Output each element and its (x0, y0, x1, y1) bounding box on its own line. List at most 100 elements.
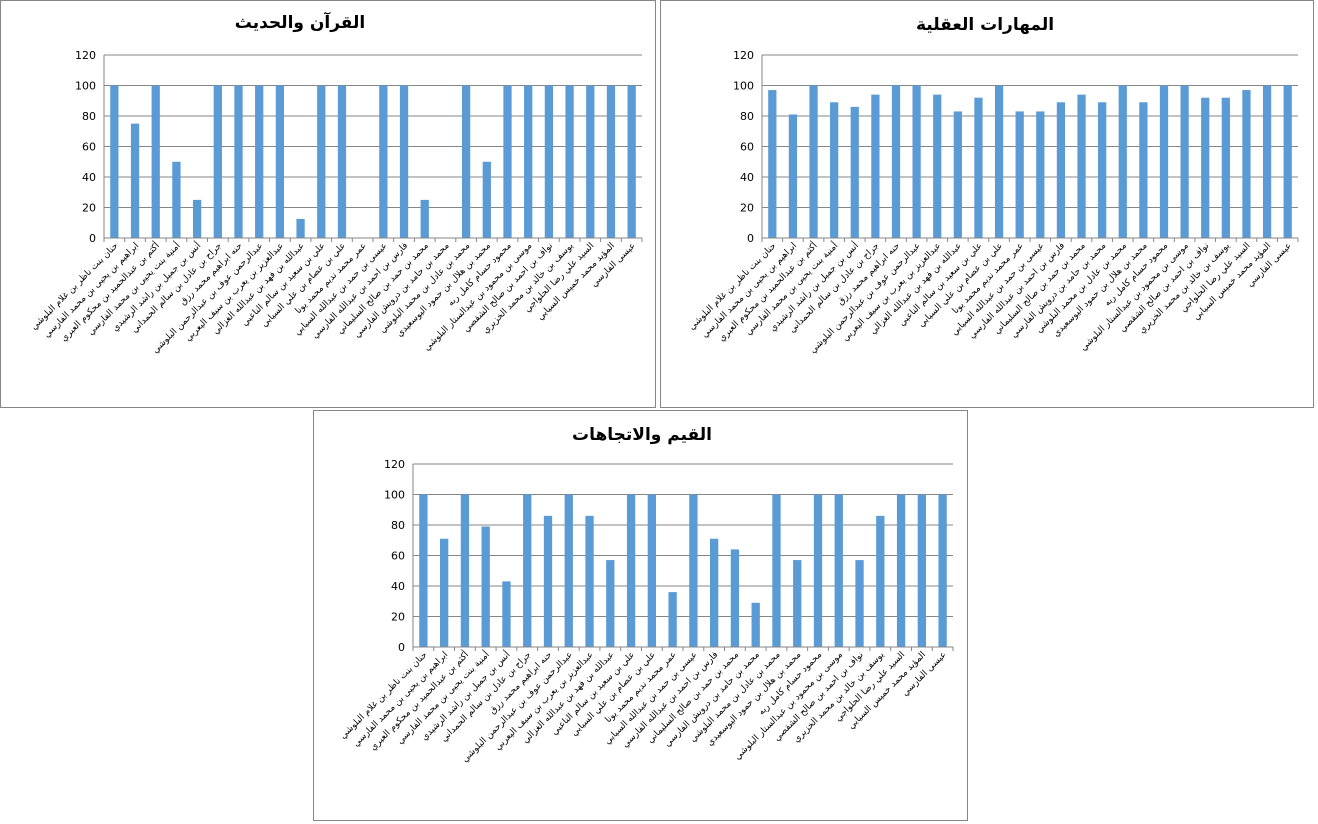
bar (830, 102, 839, 239)
y-tick-label: 0 (398, 641, 405, 654)
y-tick-label: 40 (740, 171, 754, 184)
y-tick-label: 100 (384, 489, 405, 502)
bar (772, 494, 781, 647)
bar (606, 85, 616, 238)
y-tick-label: 120 (384, 458, 405, 471)
bar (647, 494, 656, 647)
bar (768, 90, 777, 238)
bar (1283, 85, 1292, 238)
bar (1262, 85, 1272, 238)
bar (974, 97, 983, 238)
chart-title: القرآن والحديث (235, 11, 366, 33)
bar (460, 494, 470, 647)
bar (855, 560, 864, 647)
bar (1098, 102, 1107, 239)
bar (689, 494, 698, 647)
bar (876, 515, 885, 647)
y-tick-label: 0 (89, 232, 96, 245)
bar (110, 85, 119, 238)
bar (891, 85, 901, 238)
bar (502, 581, 511, 647)
bar (793, 560, 802, 647)
bar (710, 538, 719, 647)
bar (912, 85, 921, 238)
bar (586, 85, 595, 238)
y-tick-label: 100 (75, 80, 96, 93)
bar (896, 494, 906, 647)
bar (379, 85, 388, 238)
bar (809, 85, 818, 238)
bar (275, 85, 285, 238)
bar (565, 85, 574, 238)
y-tick-label: 20 (82, 202, 96, 215)
y-tick-label: 20 (391, 611, 405, 624)
bar (917, 494, 926, 647)
bar (938, 494, 947, 647)
y-tick-label: 120 (75, 49, 96, 62)
bar (524, 85, 533, 238)
bar (172, 161, 181, 238)
bar (1180, 85, 1189, 238)
bar (1242, 90, 1251, 238)
bar (1118, 85, 1127, 238)
bar (461, 85, 471, 238)
bar (192, 199, 202, 238)
bar (213, 85, 222, 238)
bar (481, 526, 490, 647)
y-tick-label: 20 (740, 202, 754, 215)
bar (627, 85, 636, 238)
bar (151, 85, 160, 238)
y-tick-label: 80 (740, 110, 754, 123)
y-tick-label: 40 (82, 171, 96, 184)
y-tick-label: 80 (82, 110, 96, 123)
y-tick-label: 40 (391, 580, 405, 593)
bar (234, 85, 243, 238)
bar (933, 94, 942, 239)
bar (1221, 97, 1230, 238)
bar (317, 85, 326, 238)
bar (1201, 97, 1210, 238)
bar (523, 494, 532, 647)
bar (482, 161, 491, 238)
bar (668, 592, 677, 647)
bar (543, 515, 553, 647)
bar (399, 85, 409, 238)
chart-values-attitudes: القيم والاتجاهات 0 20 40 60 80 100 120 حنان بنت … (313, 410, 968, 821)
y-tick-label: 60 (391, 550, 405, 563)
bar (813, 494, 823, 647)
bar (440, 538, 449, 647)
bar (337, 85, 347, 238)
bar (420, 199, 429, 238)
chart-title: المهارات العقلية (916, 15, 1054, 35)
bar (994, 85, 1004, 238)
bar (419, 494, 428, 647)
y-tick-label: 60 (82, 141, 96, 154)
bar (834, 494, 843, 647)
bar (788, 114, 798, 238)
bar (564, 494, 573, 647)
bar (1015, 111, 1024, 238)
bar (1077, 94, 1086, 239)
bar (544, 85, 554, 238)
bar (606, 560, 615, 647)
chart-quran-hadith: القرآن والحديث 0 20 40 60 80 100 120 حنان بنت نا… (0, 0, 656, 408)
bar (585, 515, 594, 647)
bar (1036, 111, 1045, 238)
bar (626, 494, 636, 647)
bar (850, 106, 859, 238)
bar (255, 85, 264, 238)
bar (751, 602, 760, 647)
bar (1159, 85, 1169, 238)
bar (130, 123, 140, 238)
y-tick-label: 60 (740, 141, 754, 154)
y-tick-label: 120 (733, 49, 754, 62)
chart-title: القيم والاتجاهات (572, 425, 712, 445)
bar (871, 94, 880, 239)
bar (953, 111, 962, 238)
y-tick-label: 100 (733, 80, 754, 93)
bar (1056, 102, 1066, 239)
y-tick-label: 80 (391, 519, 405, 532)
